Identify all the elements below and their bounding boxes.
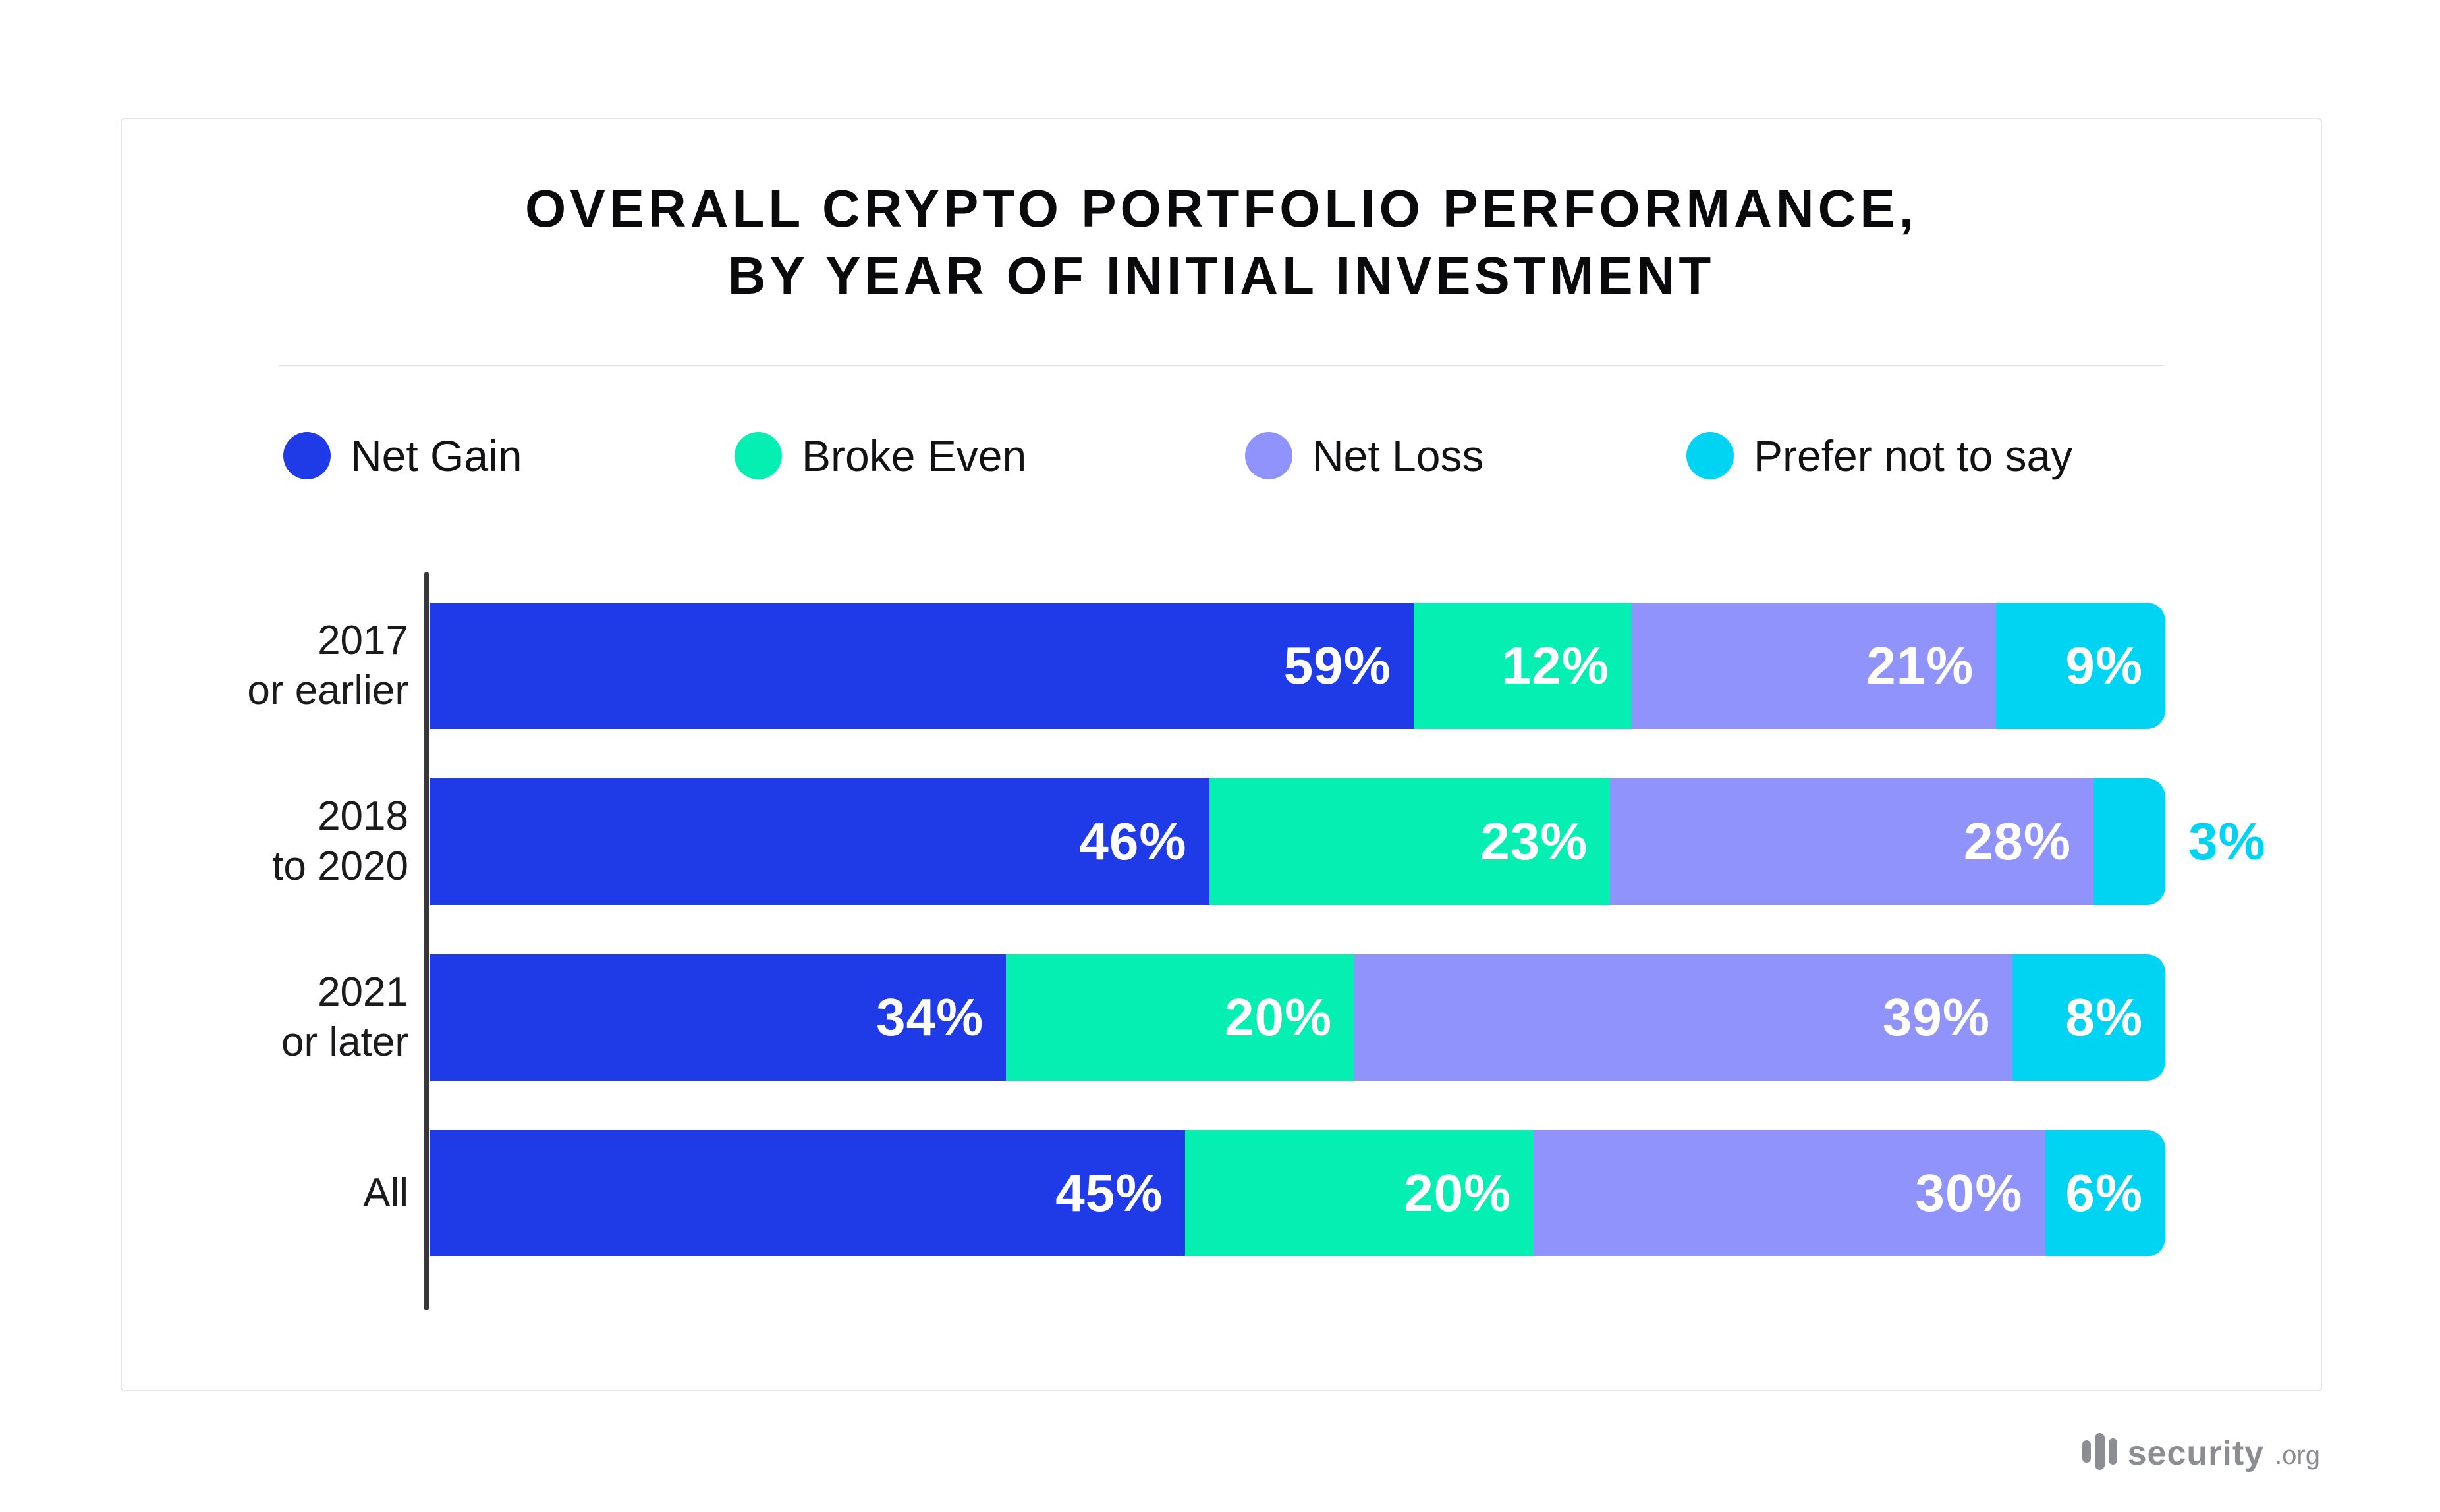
category-label-line: 2017 [318, 618, 408, 663]
logo-suffix: .org [2275, 1441, 2320, 1470]
category-label: 2017 or earlier [121, 603, 408, 729]
legend-item: Net Gain [283, 431, 522, 480]
segment-value-label: 20% [1404, 1164, 1512, 1222]
segment-value-label: 23% [1480, 812, 1588, 871]
segment-value-label: 45% [1055, 1164, 1163, 1222]
category-label: 2021 or later [121, 954, 408, 1081]
legend-swatch-icon [1686, 432, 1734, 479]
chart-title-line2: BY YEAR OF INITIAL INVESTMENT [727, 246, 1715, 305]
segment-value-label: 6% [2065, 1164, 2143, 1222]
bar-segment: 46% [430, 778, 1209, 905]
bar-row: 34% 20% 39% 8% [430, 954, 2165, 1081]
bar-segment: 6% [2045, 1130, 2165, 1256]
bar-segment: 30% [1534, 1130, 2045, 1256]
bar-segment: 39% [1354, 954, 2013, 1081]
segment-value-label: 21% [1866, 636, 1974, 695]
equalizer-bars-icon [2082, 1430, 2117, 1472]
bar-row: 59% 12% 21% 9% [430, 603, 2165, 729]
category-axis-line [424, 572, 429, 1310]
segment-value-label: 20% [1224, 988, 1333, 1046]
legend-label: Broke Even [802, 431, 1027, 480]
legend-item: Prefer not to say [1686, 431, 2073, 480]
segment-value-label: 28% [1963, 812, 2072, 871]
bar-segment: 9% [1996, 603, 2165, 729]
category-label-line: 2021 [318, 969, 408, 1015]
segment-value-label: 34% [876, 988, 984, 1046]
category-label: 2018 to 2020 [121, 778, 408, 905]
bar-segment: 20% [1185, 1130, 1534, 1256]
bar-segment: 20% [1006, 954, 1355, 1081]
security-org-logo: security .org [2082, 1430, 2320, 1472]
bar-segment: 34% [430, 954, 1007, 1081]
category-label-line: 2018 [318, 794, 408, 839]
bar-segment: 8% [2012, 954, 2165, 1081]
segment-value-label: 12% [1501, 636, 1609, 695]
legend-swatch-icon [283, 432, 331, 479]
segment-value-label: 8% [2065, 988, 2143, 1046]
legend-swatch-icon [735, 432, 782, 479]
legend-item: Broke Even [735, 431, 1027, 480]
logo-text: security [2127, 1434, 2265, 1472]
bar-segment: 45% [430, 1130, 1186, 1256]
category-label-line: to 2020 [272, 844, 408, 889]
segment-value-label: 59% [1283, 636, 1391, 695]
bar-segment: 21% [1631, 603, 1997, 729]
bar-row: 46% 23% 28% [430, 778, 2165, 905]
segment-value-label: 9% [2065, 636, 2143, 695]
category-label: All [121, 1130, 408, 1256]
title-divider [279, 365, 2163, 366]
chart-title: OVERALL CRYPTO PORTFOLIO PERFORMANCE, BY … [121, 175, 2322, 310]
legend-label: Net Loss [1312, 431, 1484, 480]
segment-value-label: 39% [1882, 988, 1991, 1046]
bar-segment: 12% [1413, 603, 1632, 729]
legend-item: Net Loss [1245, 431, 1484, 480]
bar-segment: 23% [1209, 778, 1611, 905]
bar-segment: 59% [430, 603, 1414, 729]
bar-segment [2093, 778, 2165, 905]
bar-row: 45% 20% 30% 6% [430, 1130, 2165, 1256]
legend-swatch-icon [1245, 432, 1292, 479]
category-label-line: or later [281, 1019, 408, 1065]
category-label-line: or earlier [247, 668, 408, 713]
legend-label: Prefer not to say [1754, 431, 2073, 480]
segment-value-label: 30% [1915, 1164, 2023, 1222]
segment-value-label: 46% [1079, 812, 1187, 871]
category-label-line: All [363, 1170, 408, 1216]
chart-title-line1: OVERALL CRYPTO PORTFOLIO PERFORMANCE, [525, 179, 1918, 238]
segment-value-label-outside: 3% [2188, 812, 2266, 871]
legend-label: Net Gain [350, 431, 522, 480]
bar-segment: 28% [1610, 778, 2094, 905]
